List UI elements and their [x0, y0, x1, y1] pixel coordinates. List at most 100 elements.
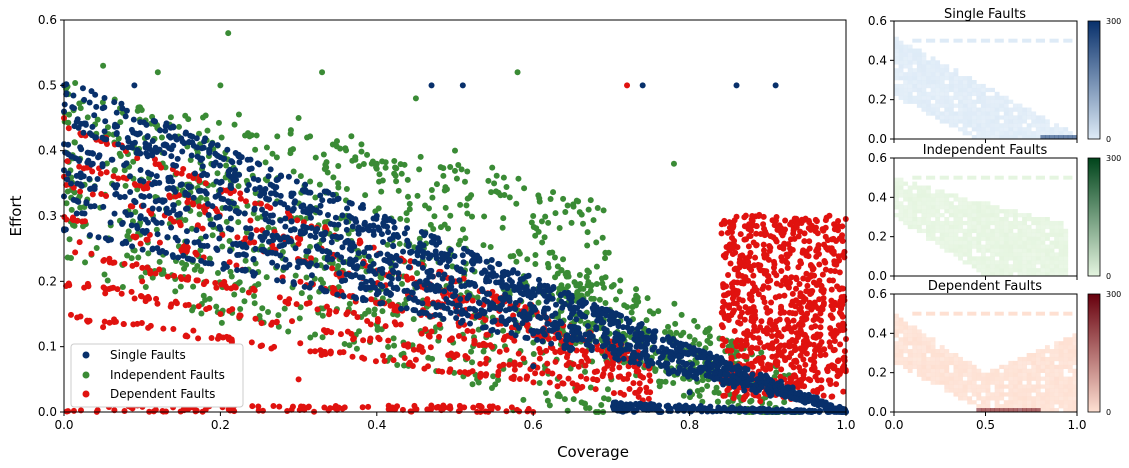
point-single — [508, 329, 515, 336]
point-independent — [371, 311, 378, 318]
point-single — [84, 159, 91, 166]
point-single — [212, 193, 219, 200]
point-independent — [333, 138, 340, 145]
point-single — [272, 184, 279, 191]
point-independent — [218, 319, 225, 326]
point-dependent — [601, 366, 608, 373]
point-dependent — [212, 279, 219, 286]
point-dependent — [808, 272, 815, 279]
point-dependent — [730, 279, 737, 286]
point-single — [456, 302, 463, 309]
point-independent — [223, 218, 230, 225]
point-single — [127, 173, 134, 180]
point-independent — [393, 165, 400, 172]
point-single — [102, 235, 109, 242]
point-dependent — [609, 361, 616, 368]
point-dependent — [118, 290, 125, 297]
point-dependent — [97, 170, 104, 177]
point-independent — [319, 69, 326, 76]
point-single — [349, 273, 356, 280]
point-independent — [241, 298, 248, 305]
point-single — [101, 95, 108, 102]
point-single — [140, 193, 147, 200]
point-single — [323, 248, 330, 255]
point-single — [592, 338, 599, 345]
point-single — [247, 234, 254, 241]
point-independent — [488, 189, 495, 196]
point-dependent — [583, 355, 590, 362]
point-independent — [582, 368, 589, 375]
point-dependent — [530, 379, 537, 386]
point-single — [526, 315, 533, 322]
point-independent — [406, 200, 413, 207]
point-dependent — [763, 328, 770, 335]
point-single — [273, 177, 280, 184]
point-single — [457, 295, 464, 302]
point-dependent — [730, 245, 737, 252]
point-single — [122, 209, 129, 216]
point-independent — [678, 311, 685, 318]
point-independent — [440, 172, 447, 179]
point-single — [247, 156, 254, 163]
point-single — [419, 300, 426, 307]
point-single — [627, 359, 634, 366]
point-single — [649, 346, 656, 353]
point-dependent — [380, 352, 387, 359]
point-independent — [605, 396, 612, 403]
point-independent — [447, 164, 454, 171]
point-single — [320, 236, 327, 243]
point-single — [409, 289, 416, 296]
point-single — [636, 360, 643, 367]
point-independent — [428, 186, 435, 193]
point-single — [731, 407, 738, 414]
point-independent — [463, 202, 470, 209]
point-single — [92, 91, 99, 98]
point-single — [342, 277, 349, 284]
point-single — [213, 245, 220, 252]
point-dependent — [791, 235, 798, 242]
point-independent — [209, 232, 216, 239]
point-single — [79, 85, 86, 92]
point-dependent — [356, 240, 363, 247]
point-dependent — [778, 267, 785, 274]
point-dependent — [730, 395, 737, 402]
point-independent — [384, 241, 391, 248]
point-single — [288, 218, 295, 225]
point-single — [615, 356, 622, 363]
point-independent — [153, 226, 160, 233]
point-independent — [204, 127, 211, 134]
point-dependent — [387, 302, 394, 309]
point-dependent — [106, 319, 113, 326]
point-single — [81, 96, 88, 103]
point-dependent — [747, 295, 754, 302]
point-dependent — [508, 375, 515, 382]
point-single — [128, 144, 135, 151]
point-single — [288, 238, 295, 245]
point-single — [307, 232, 314, 239]
point-single — [181, 140, 188, 147]
point-dependent — [731, 328, 738, 335]
point-dependent — [828, 286, 835, 293]
point-dependent — [732, 339, 739, 346]
point-dependent — [780, 257, 787, 264]
point-independent — [412, 95, 419, 102]
point-single — [458, 283, 465, 290]
point-dependent — [807, 377, 814, 384]
point-independent — [343, 147, 350, 154]
point-single — [337, 234, 344, 241]
point-single — [326, 197, 333, 204]
point-single — [391, 224, 398, 231]
point-single — [467, 250, 474, 257]
point-single — [370, 260, 377, 267]
point-independent — [281, 305, 288, 312]
point-dependent — [76, 163, 83, 170]
point-dependent — [579, 383, 586, 390]
point-independent — [461, 178, 468, 185]
point-dependent — [88, 250, 95, 257]
point-dependent — [511, 366, 518, 373]
point-independent — [335, 184, 342, 191]
point-single — [154, 231, 161, 238]
point-single — [261, 234, 268, 241]
point-dependent — [148, 210, 155, 217]
point-independent — [197, 267, 204, 274]
